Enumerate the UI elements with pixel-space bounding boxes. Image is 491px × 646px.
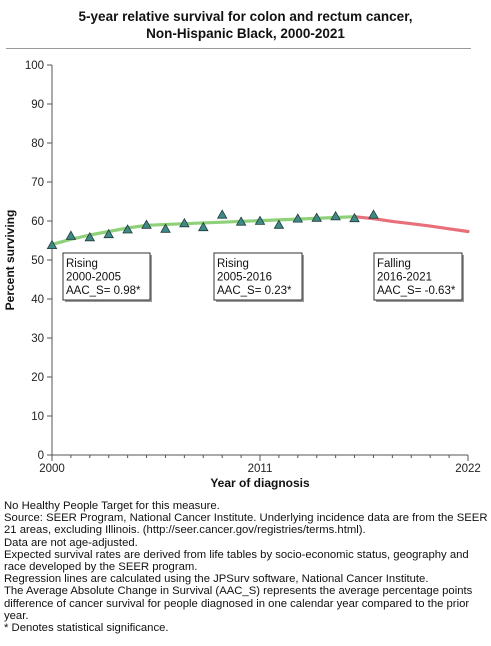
data-point: [292, 213, 304, 223]
data-point: [160, 223, 171, 233]
footnote-line: Regression lines are calculated using th…: [4, 573, 429, 586]
annotation-label: Falling: [377, 258, 411, 270]
footnote-line: Source: SEER Program, National Cancer In…: [4, 512, 488, 537]
footnote-line: Expected survival rates are derived from…: [4, 548, 469, 574]
data-point: [141, 219, 152, 229]
trend-line-2: [144, 215, 357, 227]
data-point: [273, 219, 285, 229]
data-point: [103, 228, 114, 239]
annotation-box: [62, 252, 151, 301]
data-point: [368, 209, 379, 219]
x-tick-label: 2000: [39, 463, 65, 475]
y-tick-label: 60: [31, 216, 44, 228]
y-axis-title: Percent surviving: [3, 210, 17, 311]
data-point: [122, 224, 133, 234]
data-point: [330, 210, 341, 221]
annotation-years: 2005-2016: [217, 272, 272, 284]
data-point: [235, 216, 247, 226]
footnote-line: Data are not age-adjusted.: [4, 536, 138, 549]
data-point: [84, 231, 96, 242]
annotation-box: [213, 252, 303, 301]
footnote-line: The Average Absolute Change in Survival …: [4, 585, 473, 622]
y-tick-label: 50: [31, 255, 44, 267]
y-tick-label: 90: [31, 99, 44, 111]
y-tick-label: 80: [31, 138, 44, 150]
footnotes: No Healthy People Target for this measur…: [4, 500, 488, 634]
chart-axes: 0 10 20 30 40 50 60 70 80 90 100 2000 2011 2022: [25, 60, 481, 475]
trend-line-3: [352, 215, 470, 234]
y-tick-label: 30: [31, 333, 44, 345]
survival-chart: 0 10 20 30 40 50 60 70 80 90 100 2000 2011 2022 Risin…: [3, 60, 481, 490]
chart-title-line2: Non-Hispanic Black, 2000-2021: [146, 26, 345, 41]
y-tick-label: 100: [25, 60, 44, 72]
chart-title-line1: 5-year relative survival for colon and r…: [78, 9, 413, 24]
trend-line-1: [50, 223, 149, 246]
data-point: [311, 212, 322, 222]
data-point: [179, 217, 190, 228]
data-point: [254, 215, 266, 225]
annotation-label: Rising: [217, 258, 249, 270]
footnote-line: No Healthy People Target for this measur…: [4, 500, 220, 512]
annotation-aac: AAC_S= -0.63*: [377, 285, 456, 297]
x-axis-title: Year of diagnosis: [210, 476, 310, 490]
data-point: [46, 239, 58, 250]
annotation-years: 2016-2021: [377, 272, 432, 284]
data-point: [349, 212, 360, 223]
data-point: [216, 209, 228, 219]
annotation-box: [373, 252, 463, 301]
observed-points: [46, 209, 379, 250]
data-point: [198, 221, 209, 232]
annotation-aac: AAC_S= 0.23*: [217, 285, 292, 297]
y-tick-label: 70: [31, 177, 44, 189]
x-tick-label: 2011: [248, 463, 273, 475]
chart-title: 5-year relative survival for colon and r…: [0, 8, 491, 42]
x-tick-label: 2022: [455, 463, 481, 475]
footnote-line: * Denotes statistical significance.: [4, 622, 169, 635]
annotation-label: Rising: [66, 258, 98, 270]
annotation-years: 2000-2005: [66, 272, 121, 284]
y-tick-label: 40: [31, 294, 44, 306]
y-tick-label: 0: [38, 450, 44, 462]
annotation-aac: AAC_S= 0.98*: [66, 285, 141, 297]
y-tick-label: 20: [31, 372, 44, 384]
data-point: [65, 230, 77, 240]
y-tick-label: 10: [31, 411, 44, 423]
title-divider: [6, 48, 471, 49]
